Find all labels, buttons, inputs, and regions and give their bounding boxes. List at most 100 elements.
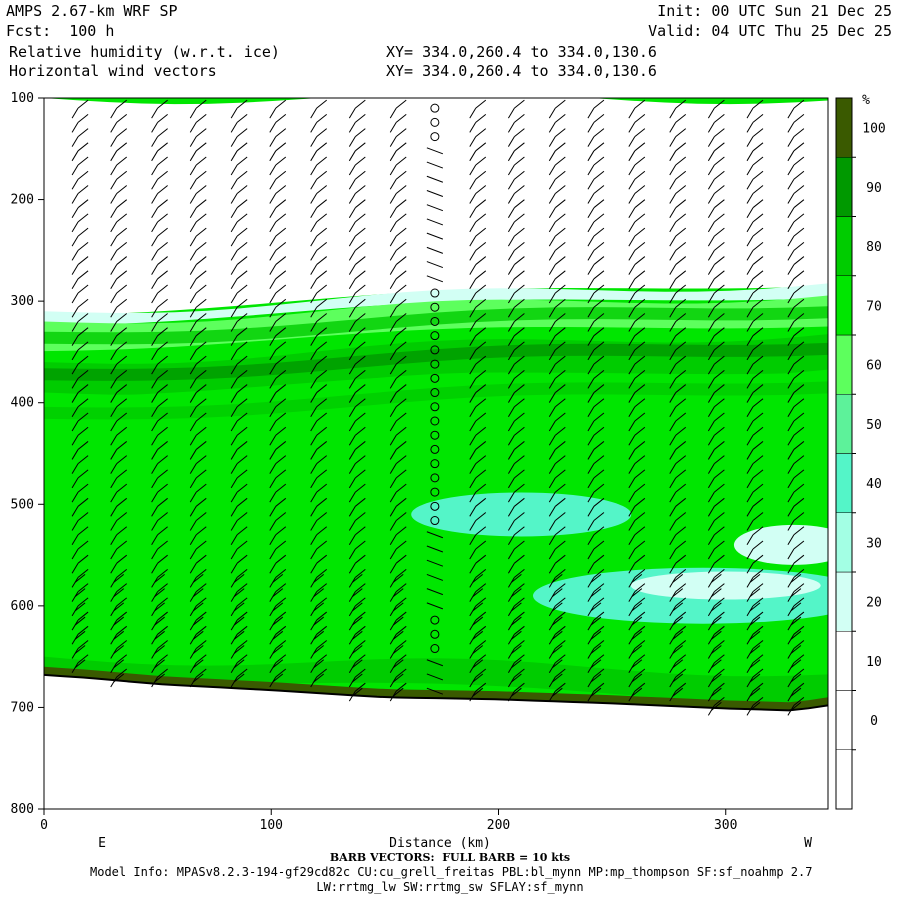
wind-barb [507, 227, 525, 247]
wind-barb [507, 554, 525, 574]
wind-barb [269, 512, 287, 531]
wind-barb [71, 284, 89, 304]
wind-barb [389, 469, 407, 489]
wind-barb [669, 654, 687, 673]
wind-barb-weak [426, 175, 444, 183]
wind-barb [189, 355, 207, 375]
wind-barb [189, 113, 207, 133]
calm-circle [430, 117, 440, 127]
wind-barb [707, 327, 725, 346]
calm-circle [430, 416, 440, 426]
wind-barb [110, 497, 128, 517]
wind-barb-weak [426, 588, 444, 596]
wind-barb [469, 99, 487, 119]
wind-barb [230, 426, 248, 446]
calm-circle [430, 103, 440, 113]
wind-barb [348, 384, 366, 403]
wind-barb [389, 654, 407, 673]
wind-barb [587, 611, 605, 631]
wind-barb [669, 170, 687, 190]
wind-barb [746, 313, 764, 332]
wind-barb [669, 156, 687, 176]
wind-barb-weak [426, 261, 444, 269]
wind-barb [787, 284, 805, 304]
wind-barb [628, 426, 646, 446]
wind-barb [548, 241, 566, 261]
wind-barb [669, 682, 687, 702]
wind-barb [348, 441, 366, 460]
wind-barb [507, 569, 525, 588]
wind-barb [230, 455, 248, 474]
wind-barb [189, 469, 207, 489]
wind-barb [669, 455, 687, 474]
wind-barb [548, 398, 566, 418]
wind-barb [469, 469, 487, 489]
wind-barb [348, 625, 366, 645]
wind-barb [310, 611, 328, 631]
wind-barb [587, 497, 605, 517]
xy-range: XY= 334.0,260.4 to 334.0,130.6 [386, 43, 657, 61]
wind-barb [548, 597, 566, 617]
wind-barb [746, 441, 764, 460]
wind-barb [587, 156, 605, 176]
wind-barb [310, 156, 328, 176]
wind-barb [628, 341, 646, 361]
wind-barb [348, 654, 366, 673]
wind-barb [787, 313, 805, 332]
wind-barb-weak [426, 232, 444, 240]
wind-barb [151, 668, 168, 688]
wind-barb [548, 213, 566, 233]
wind-barb [348, 540, 366, 560]
wind-barb-weak [426, 687, 444, 695]
wind-barb [269, 284, 287, 304]
wind-barb [71, 185, 89, 204]
wind-barb [230, 199, 248, 218]
colorbar-swatch [835, 334, 853, 395]
wind-barb [787, 398, 805, 418]
wind-barb [71, 554, 89, 574]
wind-barb [587, 185, 605, 204]
wind-barb [628, 583, 646, 602]
wind-barb [389, 497, 407, 517]
wind-barb [310, 284, 328, 304]
wind-barb [787, 227, 805, 247]
wind-barb [746, 327, 764, 346]
wind-barb [71, 640, 89, 659]
wind-barb [348, 398, 366, 418]
wind-barb [348, 170, 366, 190]
wind-barb [548, 426, 566, 446]
wind-barb [669, 412, 687, 432]
calm-circle [430, 444, 440, 454]
calm-circle [430, 473, 440, 483]
xaxis-label: Distance (km) [389, 836, 491, 851]
wind-barb [189, 284, 207, 304]
wind-barb [110, 113, 128, 133]
wind-barb [269, 227, 287, 247]
wind-barb [746, 156, 764, 176]
wind-barb [669, 640, 687, 659]
model-title: AMPS 2.67-km WRF SP [6, 2, 178, 20]
wind-barb [628, 227, 646, 247]
wind-barb [507, 199, 525, 218]
wind-barb [110, 469, 128, 489]
calm-circle [430, 302, 440, 312]
model-info: Model Info: MPASv8.2.3-194-gf29cd82c CU:… [90, 865, 813, 879]
wind-barb [469, 497, 487, 517]
wind-barb [389, 455, 407, 474]
wind-barb [787, 697, 805, 716]
wind-barb-weak [426, 545, 444, 553]
wind-barb [189, 369, 207, 389]
wind-barb [230, 313, 248, 332]
wind-barb [389, 213, 407, 233]
wind-barb [269, 554, 287, 574]
wind-barb [348, 156, 366, 176]
wind-barb [71, 497, 89, 517]
wind-barb [669, 668, 687, 688]
colorbar-swatch [835, 690, 853, 750]
wind-barb [669, 469, 687, 489]
wind-barb [71, 455, 89, 474]
wind-barb [348, 640, 366, 659]
xy-range-2: XY= 334.0,260.4 to 334.0,130.6 [386, 62, 657, 80]
wind-barb [71, 142, 89, 162]
wind-barb [707, 313, 725, 332]
